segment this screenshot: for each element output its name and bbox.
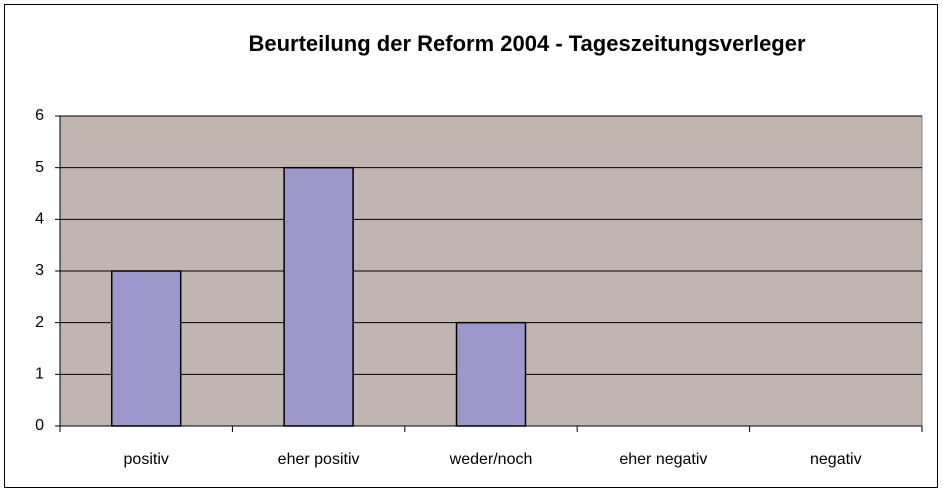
bar xyxy=(283,166,354,427)
y-tick-label: 3 xyxy=(35,262,44,279)
x-tick-label: negativ xyxy=(810,451,862,468)
x-tick-label: positiv xyxy=(124,451,169,468)
chart-title: Beurteilung der Reform 2004 - Tageszeitu… xyxy=(248,31,806,56)
y-tick-label: 4 xyxy=(35,211,44,228)
x-tick-label: weder/noch xyxy=(449,451,533,468)
y-tick-label: 5 xyxy=(35,159,44,176)
y-tick-label: 1 xyxy=(35,366,44,383)
x-tick-label: eher negativ xyxy=(619,451,707,468)
y-tick-label: 6 xyxy=(35,107,44,124)
y-tick-label: 0 xyxy=(35,417,44,434)
y-tick-label: 2 xyxy=(35,314,44,331)
bar xyxy=(110,270,182,427)
x-tick-label: eher positiv xyxy=(278,451,360,468)
bar xyxy=(455,321,527,427)
